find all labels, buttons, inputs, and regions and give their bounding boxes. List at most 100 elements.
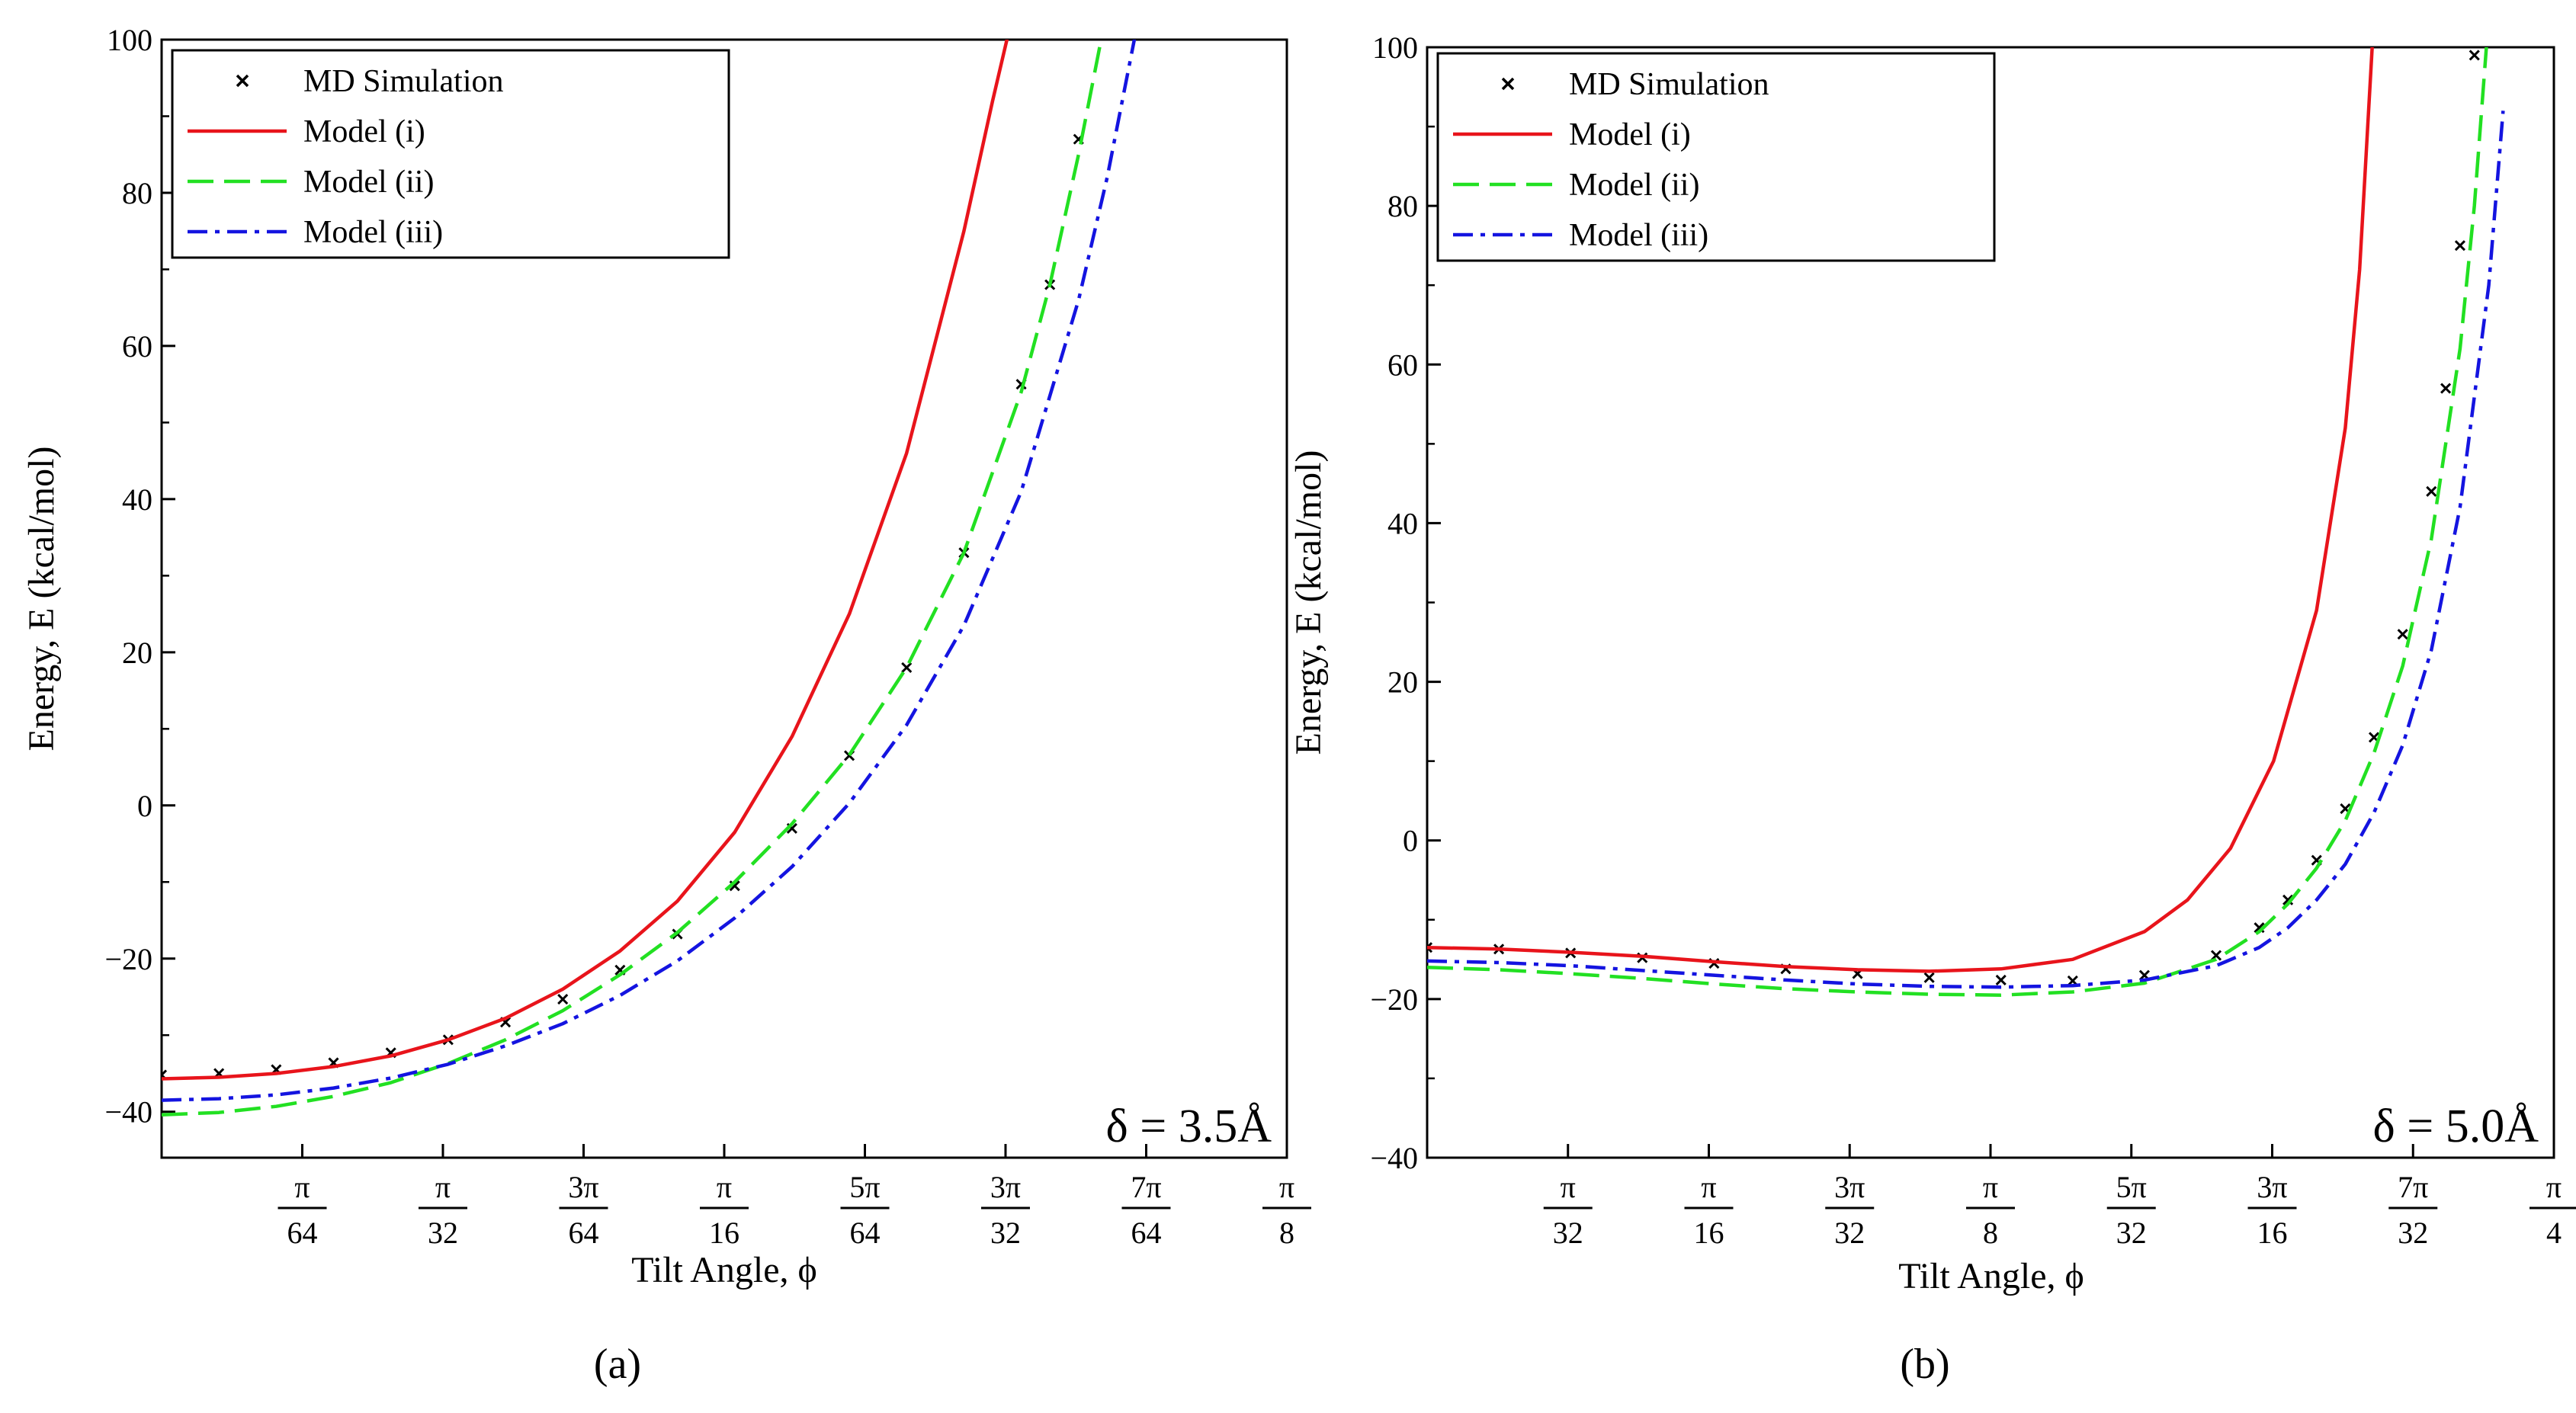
panel-a: −40 −20 0 20 40 60 80 100 π 64 π 32 3π 64 π 16 5π 64 3π 32 7… xyxy=(21,23,1311,1290)
md-point-stroke xyxy=(1923,972,1935,983)
x-tick-label-numerator: π xyxy=(1701,1170,1716,1204)
series-layer xyxy=(162,40,1137,1117)
md-point xyxy=(2426,485,2437,497)
series-line-model-iii- xyxy=(162,40,1137,1102)
x-tick-label-numerator: π xyxy=(435,1170,451,1204)
y-tick-label: 80 xyxy=(122,176,152,210)
x-tick-label-denominator: 32 xyxy=(2398,1216,2428,1250)
legend-label: Model (iii) xyxy=(303,215,443,250)
legend-box xyxy=(171,49,730,259)
md-point xyxy=(1995,974,2007,985)
x-tick-label-numerator: π xyxy=(1983,1170,1998,1204)
md-point-stroke xyxy=(729,880,740,892)
md-point-stroke xyxy=(2254,922,2265,934)
series-line-model-iii- xyxy=(1427,111,2505,989)
y-tick-label: −40 xyxy=(104,1095,152,1129)
md-point-stroke xyxy=(2469,50,2480,61)
series-line-model-i- xyxy=(1427,47,2374,973)
y-tick-label: 100 xyxy=(107,23,152,57)
md-point xyxy=(2469,50,2480,61)
legend: MD Simulation Model (i) Model (ii) Model (i… xyxy=(1436,52,1996,262)
x-tick-label-denominator: 64 xyxy=(287,1216,318,1250)
x-tick-label-denominator: 32 xyxy=(1553,1216,1583,1250)
panel-b: −40 −20 0 20 40 60 80 100 π 32 π 16 3π 32 π 8 5π 32 3π 16 7π… xyxy=(1288,30,2576,1296)
md-point xyxy=(2282,894,2294,905)
md-point-stroke xyxy=(901,662,913,673)
md-point-stroke xyxy=(1995,974,2007,985)
legend-label: Model (ii) xyxy=(1569,168,1699,203)
md-point xyxy=(2440,383,2452,394)
md-point-stroke xyxy=(614,964,626,976)
md-point-stroke xyxy=(499,1017,512,1028)
x-tick-label-numerator: 7π xyxy=(1131,1170,1161,1204)
x-tick-label-numerator: 3π xyxy=(1834,1170,1865,1204)
x-tick-label-denominator: 32 xyxy=(2116,1216,2147,1250)
legend-label: MD Simulation xyxy=(1569,67,1769,102)
series-layer xyxy=(1427,47,2505,997)
md-point-stroke xyxy=(1427,942,1433,950)
y-tick-label: 60 xyxy=(122,329,152,364)
md-point-stroke xyxy=(2340,803,2351,815)
md-point xyxy=(2210,950,2222,961)
x-tick-label-numerator: π xyxy=(1561,1170,1576,1204)
y-tick-label: −20 xyxy=(104,942,152,976)
y-tick-label: 20 xyxy=(122,636,152,670)
x-tick-label-numerator: 5π xyxy=(849,1170,880,1204)
x-tick-label-numerator: 5π xyxy=(2116,1170,2147,1204)
x-tick-label-denominator: 16 xyxy=(2257,1216,2288,1250)
legend-label: Model (ii) xyxy=(303,165,434,200)
y-tick-label: 0 xyxy=(137,789,152,823)
y-tick-label: 80 xyxy=(1387,189,1418,223)
legend-marker-x xyxy=(236,74,249,88)
md-point-stroke xyxy=(2368,732,2380,743)
md-point-stroke xyxy=(162,1069,168,1077)
x-tick-label-denominator: 8 xyxy=(1279,1216,1294,1250)
md-point-stroke xyxy=(2282,894,2294,905)
md-point-stroke xyxy=(2397,629,2408,640)
x-axis-label: Tilt Angle, ϕ xyxy=(631,1250,817,1290)
x-tick-label-denominator: 8 xyxy=(1983,1216,1998,1250)
caption-b: (b) xyxy=(1900,1341,1949,1388)
legend-label: MD Simulation xyxy=(303,64,504,99)
y-tick-label: 0 xyxy=(1403,824,1418,858)
x-tick-label-numerator: π xyxy=(717,1170,732,1204)
series-line-model-i- xyxy=(162,40,1009,1081)
md-point-stroke xyxy=(786,822,797,834)
delta-annotation: δ = 3.5Å xyxy=(1106,1101,1272,1152)
md-point xyxy=(557,993,569,1005)
md-point xyxy=(1427,942,1433,953)
md-point xyxy=(2397,629,2408,640)
x-tick-label-numerator: 3π xyxy=(2257,1170,2287,1204)
md-point-stroke xyxy=(2426,485,2437,497)
legend: MD Simulation Model (i) Model (ii) Model (i… xyxy=(171,49,730,259)
md-point-stroke xyxy=(2454,240,2465,252)
caption-a: (a) xyxy=(594,1341,641,1388)
x-tick-label-denominator: 32 xyxy=(1834,1216,1865,1250)
md-point-stroke xyxy=(2138,969,2150,981)
x-tick-label-denominator: 16 xyxy=(1694,1216,1724,1250)
legend-label: Model (i) xyxy=(1569,117,1691,152)
md-point xyxy=(901,662,913,673)
y-tick-label: 100 xyxy=(1372,30,1418,65)
x-tick-label-numerator: π xyxy=(2546,1170,2562,1204)
y-tick-label: −20 xyxy=(1370,982,1418,1017)
md-point xyxy=(2454,240,2465,252)
x-tick-label-numerator: 3π xyxy=(990,1170,1021,1204)
x-tick-label-numerator: π xyxy=(1279,1170,1294,1204)
series-line-model-ii- xyxy=(162,40,1103,1117)
x-tick-label-numerator: π xyxy=(294,1170,310,1204)
y-axis-label: Energy, E (kcal/mol) xyxy=(1288,450,1329,755)
y-axis-label: Energy, E (kcal/mol) xyxy=(21,447,62,751)
x-tick-label-denominator: 64 xyxy=(850,1216,881,1250)
legend-label: Model (iii) xyxy=(1569,218,1708,253)
x-tick-label-denominator: 64 xyxy=(568,1216,598,1250)
md-point-stroke xyxy=(2067,975,2078,986)
x-tick-label-denominator: 64 xyxy=(1131,1216,1161,1250)
y-tick-label: 40 xyxy=(122,482,152,517)
legend-box xyxy=(1436,52,1996,262)
x-tick-label-numerator: 7π xyxy=(2398,1170,2428,1204)
md-point-stroke xyxy=(2311,854,2322,866)
x-tick-label-denominator: 32 xyxy=(990,1216,1021,1250)
md-point-stroke xyxy=(557,993,569,1005)
